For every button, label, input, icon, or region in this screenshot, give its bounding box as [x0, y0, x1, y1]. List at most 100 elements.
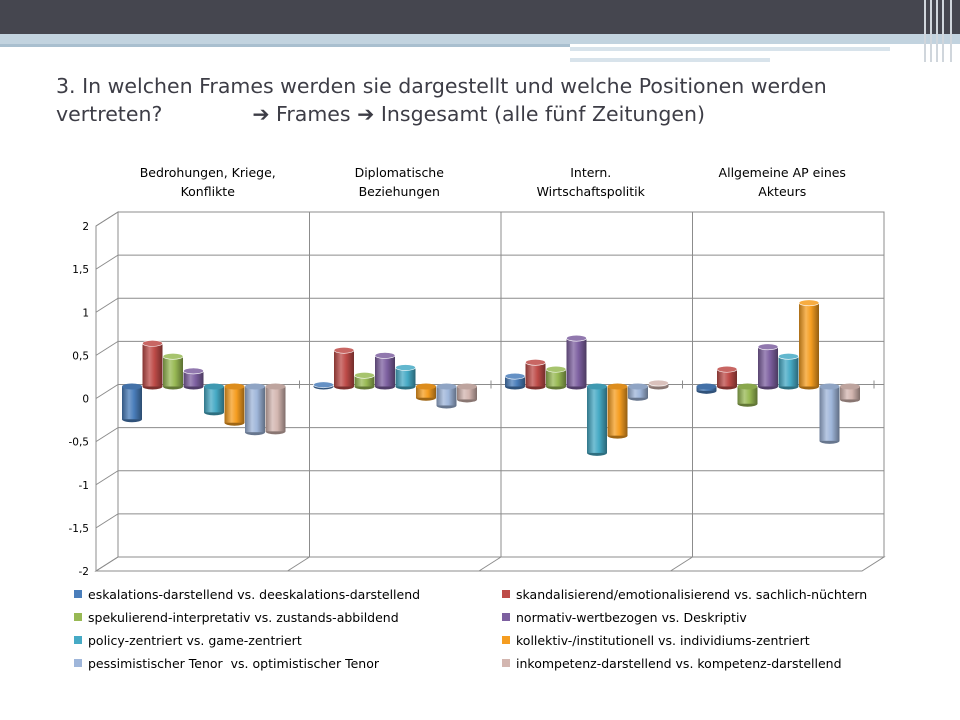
bar	[819, 386, 840, 441]
header-accent-stripe-dark	[0, 44, 570, 47]
bar-top	[395, 364, 416, 371]
bar-top	[778, 353, 799, 360]
bar	[758, 346, 778, 387]
bar	[717, 369, 737, 387]
category-divider-floor	[287, 556, 310, 572]
bar	[334, 350, 354, 387]
bar	[265, 386, 286, 432]
header-accent-stripe	[0, 34, 960, 44]
legend-swatch	[502, 659, 510, 667]
corner-decoration	[920, 0, 960, 62]
legend-label: inkompetenz-darstellend vs. kompetenz-da…	[516, 655, 842, 671]
bar-top	[607, 383, 628, 390]
slide-header-bar	[0, 0, 960, 34]
bar-top	[566, 334, 587, 342]
legend-item: skandalisierend/emotionalisierend vs. sa…	[502, 586, 902, 602]
legend-label: spekulierend-interpretativ vs. zustands-…	[88, 609, 399, 625]
bar	[122, 386, 142, 420]
legend-label: eskalations-darstellend vs. deeskalation…	[88, 586, 421, 602]
bar-top	[416, 383, 436, 390]
bar-top	[204, 383, 224, 390]
gridline-side	[95, 556, 119, 572]
legend-item: kollektiv-/institutionell vs. individium…	[502, 632, 902, 648]
legend-item: normativ-wertbezogen vs. Deskriptiv	[502, 609, 902, 625]
bar	[737, 386, 758, 404]
category-divider-floor	[478, 556, 502, 572]
gridline-side	[95, 513, 119, 529]
bar-top	[525, 359, 546, 366]
bar-top	[819, 383, 840, 390]
legend-swatch	[74, 636, 82, 644]
bar	[587, 386, 607, 453]
slide-title-insgesamt: Insgesamt (alle fünf Zeitungen)	[380, 102, 705, 126]
bar-top	[628, 383, 648, 390]
gridline-side	[95, 384, 119, 399]
bar-top	[122, 383, 142, 390]
category-label: Wirtschaftspolitik	[537, 184, 646, 199]
gridline-side	[95, 340, 119, 356]
bar-top	[245, 383, 265, 390]
bar	[204, 386, 224, 413]
bar	[183, 370, 204, 387]
bar-top	[798, 299, 820, 307]
bar-top	[436, 383, 457, 390]
bar-top	[757, 343, 779, 351]
legend-swatch	[502, 613, 510, 621]
legend-swatch	[502, 636, 510, 644]
bar	[628, 386, 648, 398]
bar	[505, 376, 525, 387]
bar-top	[183, 367, 204, 375]
bar-top	[545, 365, 567, 373]
legend-item: inkompetenz-darstellend vs. kompetenz-da…	[502, 655, 902, 671]
y-tick-label: 1	[82, 307, 89, 319]
chart-legend: eskalations-darstellend vs. deeskalation…	[74, 586, 904, 671]
bar-top	[374, 352, 396, 359]
legend-label: normativ-wertbezogen vs. Deskriptiv	[516, 609, 747, 625]
category-label: Akteurs	[758, 184, 806, 199]
bar-top	[696, 383, 717, 390]
bar-top	[648, 379, 669, 387]
bar	[546, 369, 566, 387]
y-tick-label: -1	[79, 480, 89, 492]
y-tick-label: 2	[82, 221, 89, 233]
bar-top	[224, 383, 245, 390]
legend-swatch	[74, 613, 82, 621]
bar	[224, 386, 245, 423]
arrow-icon: ➔	[252, 102, 270, 126]
gridline-side	[95, 297, 119, 313]
legend-swatch	[74, 590, 82, 598]
legend-swatch	[502, 590, 510, 598]
bar	[525, 362, 546, 387]
bar	[436, 386, 457, 406]
slide-title: 3. In welchen Frames werden sie dargeste…	[56, 72, 936, 128]
legend-item: spekulierend-interpretativ vs. zustands-…	[74, 609, 502, 625]
header-accent-stripe-light-2	[570, 58, 770, 62]
gridline-side	[95, 211, 119, 227]
bar-top	[716, 365, 738, 373]
bar-top	[333, 346, 355, 354]
bar-top	[504, 372, 526, 380]
bar-top	[354, 371, 375, 379]
category-label: Allgemeine AP eines	[719, 165, 846, 180]
bar	[395, 367, 416, 387]
bar-top	[265, 383, 286, 390]
legend-swatch	[74, 659, 82, 667]
bar	[245, 386, 265, 433]
slide-title-line1: 3. In welchen Frames werden sie dargeste…	[56, 74, 827, 98]
y-tick-label: 1,5	[72, 264, 89, 276]
bar	[163, 356, 183, 387]
header-accent-stripe-light	[570, 47, 890, 51]
bar	[142, 343, 163, 387]
bar	[354, 375, 375, 387]
y-tick-label: 0	[82, 394, 89, 406]
gridline-side	[95, 427, 119, 443]
legend-label: pessimistischer Tenor vs. optimistischer…	[88, 655, 379, 671]
category-label: Intern.	[570, 165, 611, 180]
bar-top	[587, 383, 607, 390]
gridline-side	[95, 254, 119, 270]
y-tick-label: -1,5	[69, 523, 90, 535]
bar-top	[142, 340, 163, 347]
legend-label: skandalisierend/emotionalisierend vs. sa…	[516, 586, 868, 602]
legend-item: policy-zentriert vs. game-zentriert	[74, 632, 502, 648]
